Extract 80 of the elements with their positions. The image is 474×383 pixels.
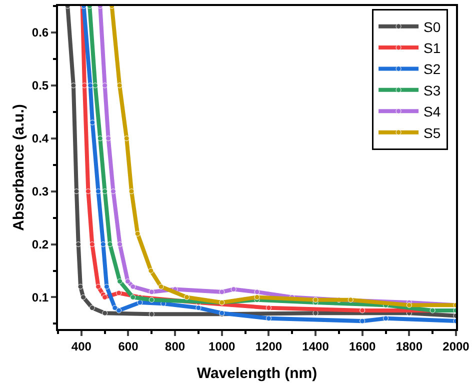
legend-label: S3	[424, 82, 441, 98]
x-tick-label: 1000	[208, 339, 236, 354]
point	[102, 310, 108, 316]
point	[76, 242, 82, 248]
point	[82, 82, 88, 88]
point	[230, 286, 236, 292]
point	[110, 188, 116, 194]
point	[134, 230, 140, 236]
point	[312, 297, 318, 303]
y-tick-label: 0.2	[32, 237, 49, 252]
point	[96, 188, 102, 194]
point	[128, 188, 134, 194]
point	[148, 311, 154, 317]
point	[148, 289, 154, 295]
x-tick-label: 800	[165, 339, 186, 354]
point	[107, 242, 113, 248]
point	[102, 82, 108, 88]
point	[430, 308, 436, 314]
point	[383, 316, 389, 322]
x-axis-title: Wavelength (nm)	[196, 364, 318, 382]
point	[254, 294, 260, 300]
point	[130, 294, 136, 300]
point	[266, 305, 272, 311]
point	[148, 268, 154, 274]
point	[117, 278, 123, 284]
legend-label: S1	[424, 40, 441, 56]
point	[406, 302, 412, 308]
y-tick-label: 0.5	[32, 78, 49, 93]
point	[89, 305, 95, 311]
x-tick-label: 1800	[396, 339, 423, 354]
point	[116, 308, 122, 314]
legend-label: S5	[424, 124, 441, 141]
point	[104, 284, 110, 290]
y-tick-label: 0.4	[32, 132, 49, 146]
point	[102, 188, 108, 194]
point	[266, 316, 272, 322]
point	[85, 188, 91, 194]
point	[117, 242, 123, 248]
point	[70, 82, 76, 88]
y-tick-label: 0.1	[32, 290, 49, 304]
point	[88, 82, 94, 88]
point	[116, 82, 122, 88]
point	[97, 136, 103, 142]
point	[348, 297, 354, 303]
point	[184, 294, 190, 300]
point	[219, 289, 225, 295]
legend-label: S0	[424, 18, 441, 35]
point	[89, 242, 95, 248]
point	[90, 120, 96, 126]
point	[124, 136, 130, 142]
point	[80, 294, 86, 300]
x-tick-label: 1400	[302, 339, 330, 354]
point	[106, 136, 112, 142]
point	[254, 289, 260, 295]
point	[130, 284, 136, 290]
point	[360, 318, 366, 324]
point	[196, 305, 202, 311]
y-tick-label: 0.6	[32, 26, 49, 40]
x-tick-label: 2000	[442, 339, 470, 354]
point	[116, 290, 122, 296]
point	[112, 305, 118, 311]
point	[360, 308, 366, 314]
point	[125, 278, 131, 284]
point	[74, 188, 80, 194]
x-tick-label: 400	[71, 339, 92, 354]
legend-label: S4	[424, 104, 441, 120]
point	[92, 82, 98, 88]
point	[102, 294, 108, 300]
x-tick-label: 600	[118, 339, 139, 354]
legend-label: S2	[424, 61, 441, 78]
x-tick-label: 1200	[255, 339, 282, 354]
y-tick-label: 0.3	[32, 184, 49, 199]
point	[78, 284, 84, 290]
x-tick-label: 1600	[349, 339, 376, 354]
point	[96, 284, 102, 290]
point	[137, 300, 143, 306]
point	[100, 242, 106, 248]
y-axis-title: Absorbance (a.u.)	[10, 104, 28, 231]
point	[158, 284, 164, 290]
point	[148, 297, 154, 303]
